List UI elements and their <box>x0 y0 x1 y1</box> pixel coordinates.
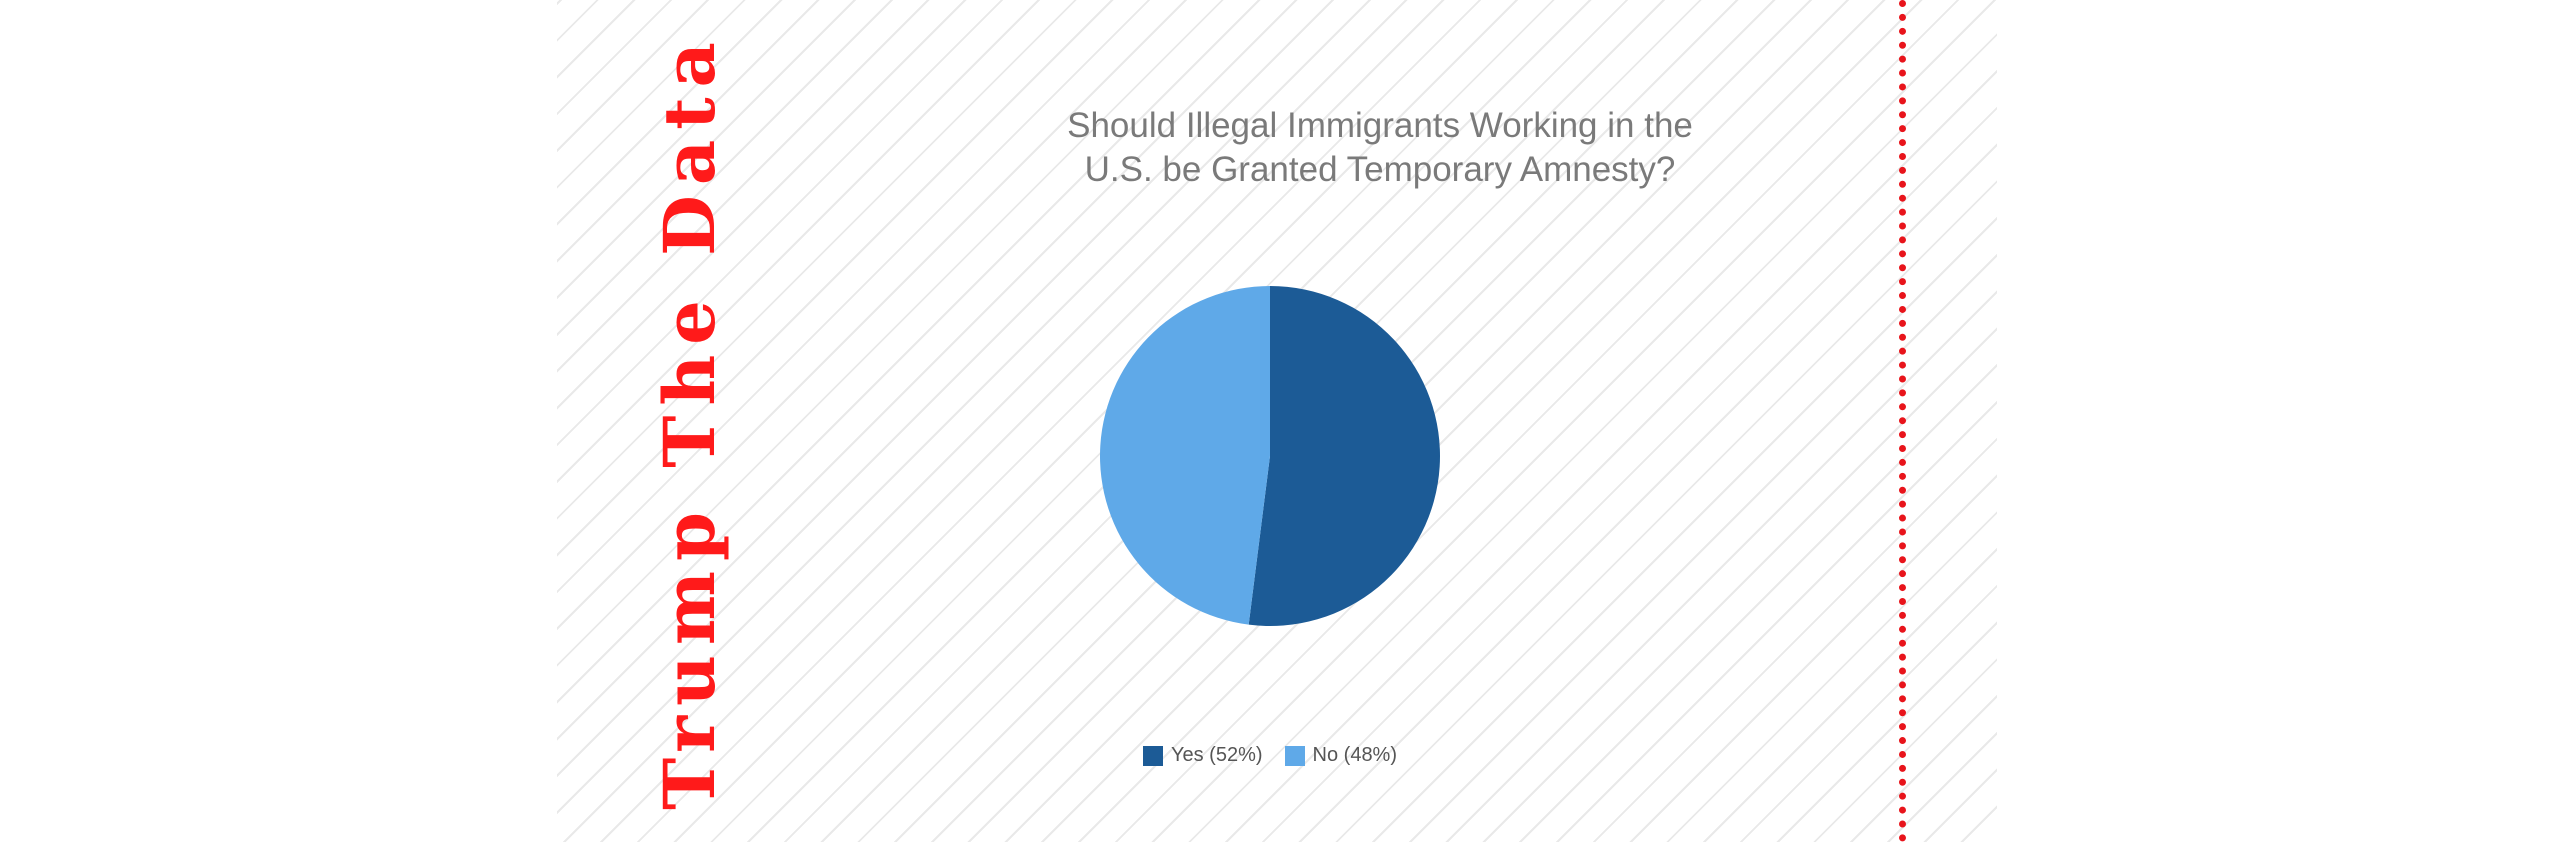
legend-item-0: Yes (52%) <box>1142 744 1263 767</box>
legend-swatch-0 <box>1142 745 1163 766</box>
legend-item-1: No (48%) <box>1284 744 1398 767</box>
chart-legend: Yes (52%) No (48%) <box>1100 744 1440 767</box>
dotted-divider <box>1899 0 1906 842</box>
legend-label-1: No (48%) <box>1312 744 1398 766</box>
pie-chart <box>1099 286 1440 626</box>
chart-title: Should Illegal Immigrants Working in the… <box>1067 106 1693 189</box>
pie-slice-1 <box>1099 286 1270 625</box>
legend-swatch-1 <box>1284 745 1305 766</box>
legend-label-0: Yes (52%) <box>1170 744 1263 766</box>
brand-logo-text: Trump The Data <box>648 32 731 810</box>
pie-slice-0 <box>1248 286 1440 626</box>
